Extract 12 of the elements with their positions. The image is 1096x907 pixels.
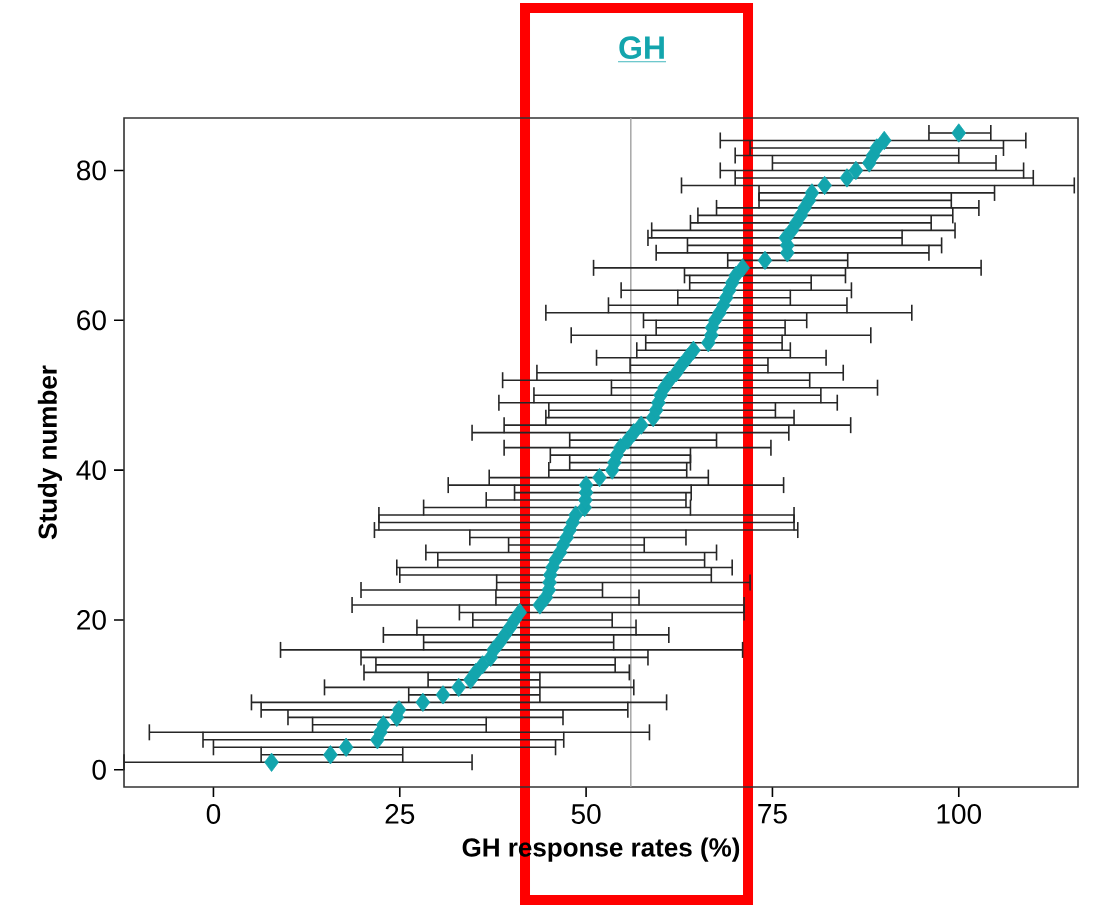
x-tick-label: 100 (937, 804, 982, 824)
y-tick-label: 40 (76, 460, 106, 481)
y-axis-title: Study number (37, 365, 63, 540)
x-tick-label: 0 (206, 804, 221, 824)
chart-title: GH (619, 36, 664, 59)
x-tick-label: 25 (385, 804, 415, 824)
x-tick-label: 75 (758, 804, 787, 824)
y-tick-label: 0 (92, 759, 106, 780)
y-tick-label: 20 (77, 610, 106, 630)
y-tick-label: 80 (77, 160, 106, 181)
x-tick-label: 50 (571, 804, 601, 824)
y-tick-label: 60 (77, 310, 106, 331)
